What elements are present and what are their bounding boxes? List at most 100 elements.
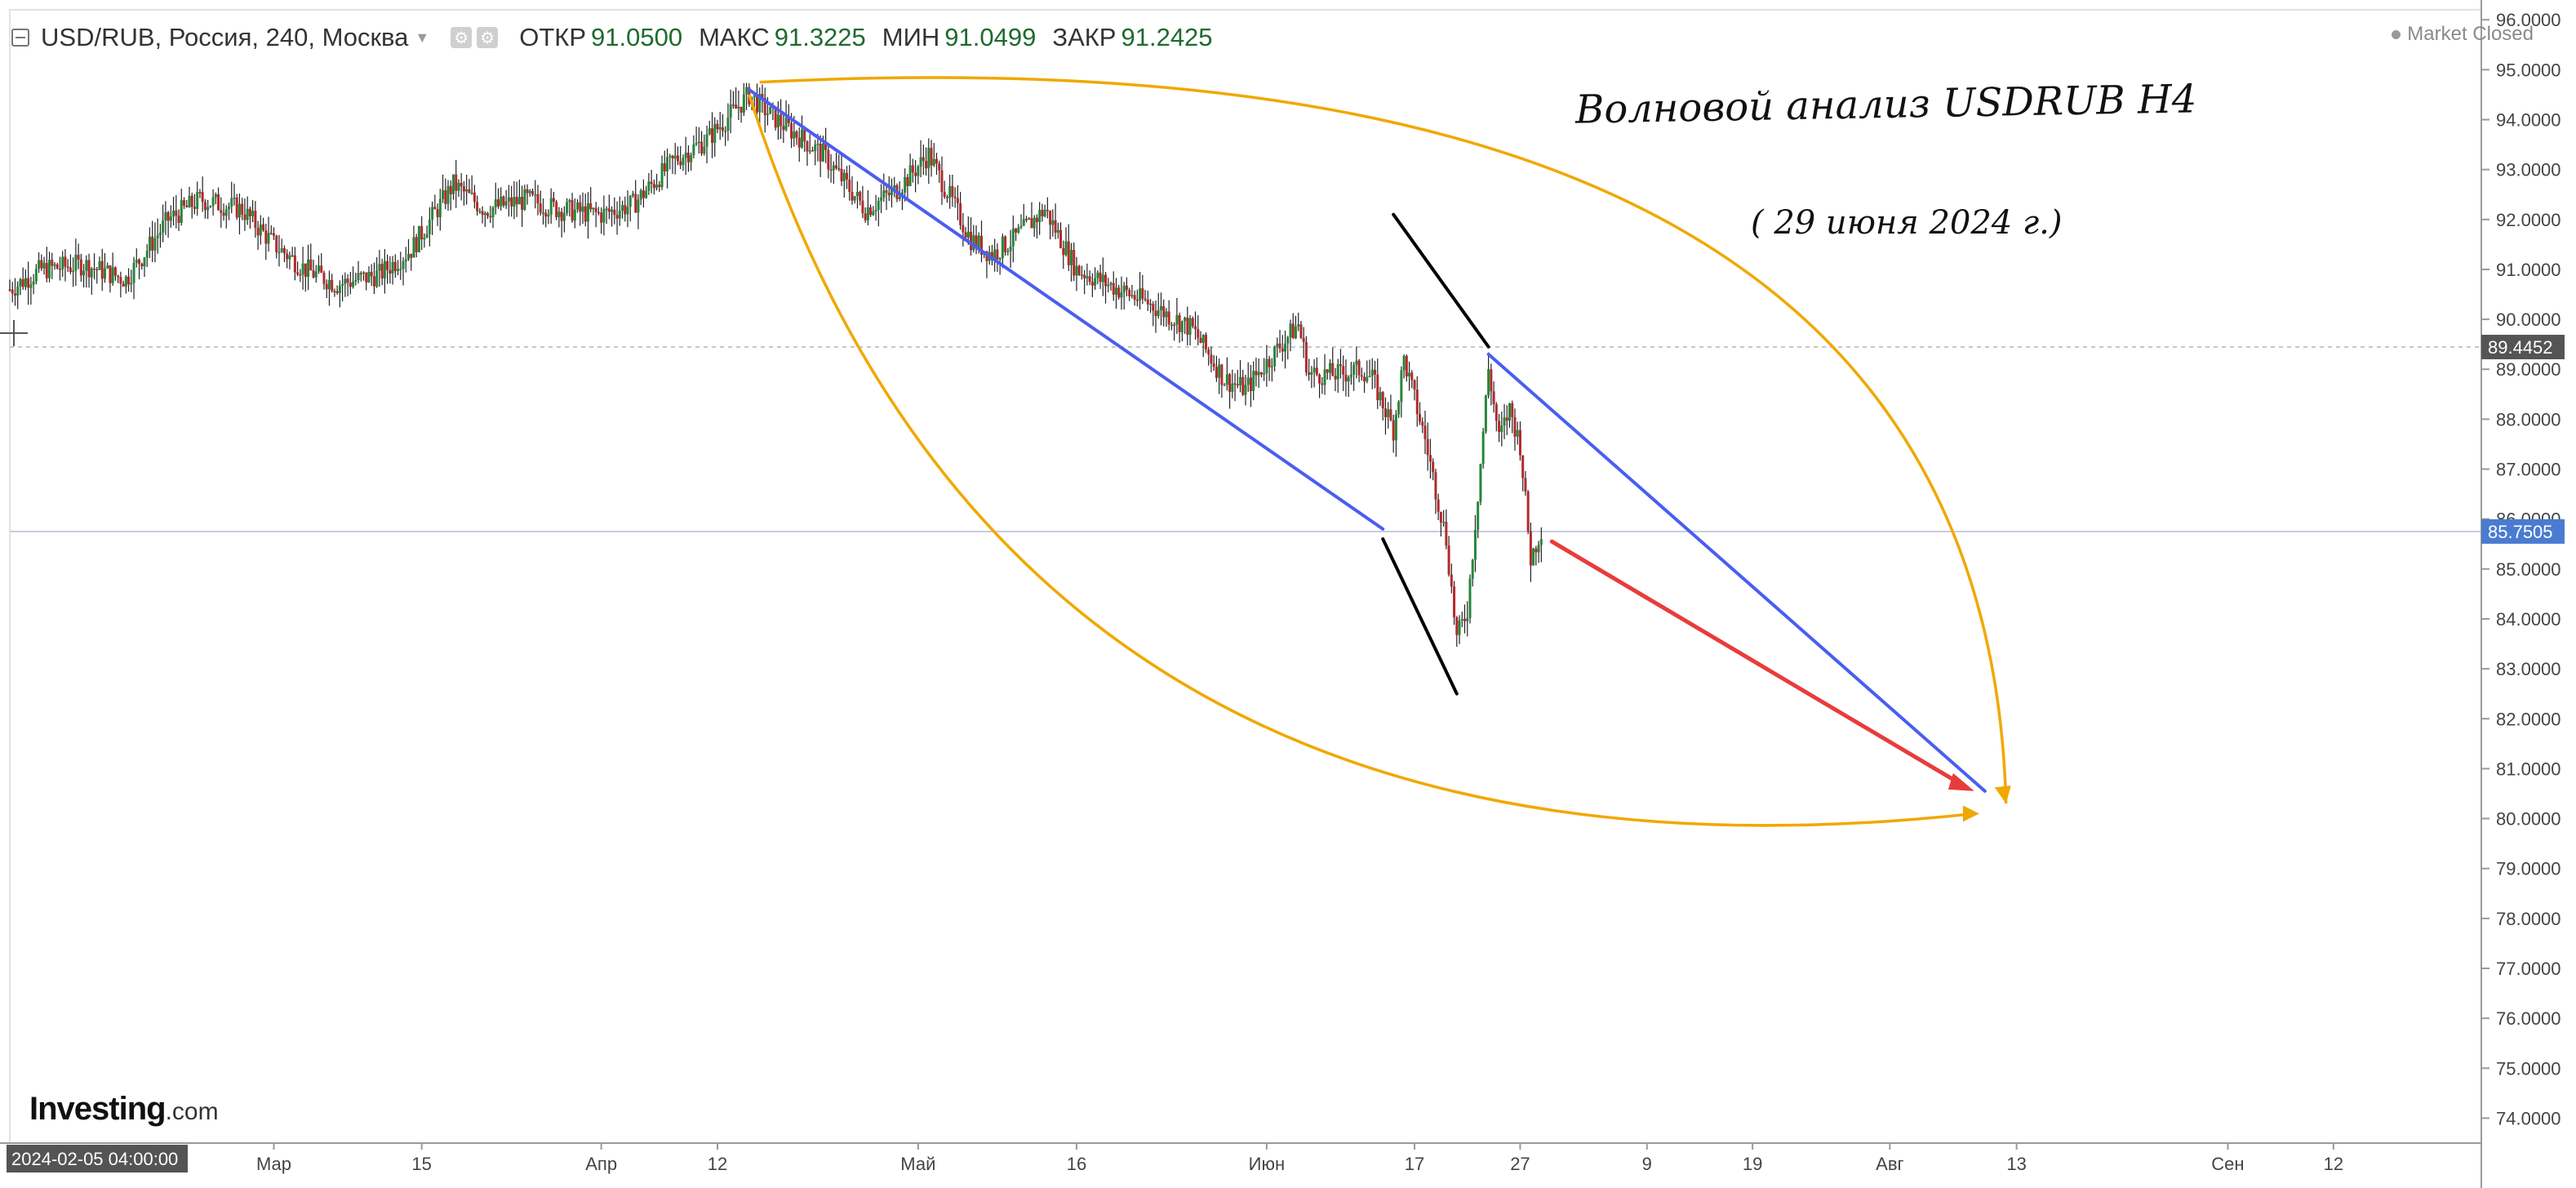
- candle-body: [56, 264, 59, 269]
- gear-icon[interactable]: ⚙: [451, 27, 473, 48]
- candle-body: [816, 143, 819, 145]
- candle-body: [301, 263, 304, 275]
- candle-body: [211, 197, 215, 207]
- candle-body: [130, 283, 133, 285]
- candle-body: [1043, 209, 1046, 216]
- candle-body: [1149, 303, 1153, 305]
- candle-body: [1001, 236, 1004, 259]
- symbol-label[interactable]: USD/RUB, Россия, 240, Москва: [41, 23, 409, 51]
- candle-body: [555, 202, 558, 217]
- candle-body: [1056, 229, 1059, 233]
- candle-body: [404, 259, 407, 262]
- candle-body: [1379, 392, 1382, 401]
- chevron-down-icon[interactable]: ▼: [415, 29, 430, 46]
- candle-body: [1167, 311, 1170, 325]
- candle-body: [243, 214, 246, 220]
- candle-body: [428, 219, 431, 234]
- candle-body: [318, 265, 320, 272]
- settings-icon[interactable]: ⚙: [477, 27, 499, 48]
- candle-body: [571, 200, 574, 221]
- candle-body: [1389, 409, 1392, 420]
- candle-body: [1308, 372, 1311, 375]
- candle-body: [100, 260, 104, 279]
- candle-body: [1394, 414, 1397, 441]
- candle-body: [423, 238, 426, 240]
- candle-body: [1173, 324, 1176, 326]
- candle-body: [1477, 501, 1480, 530]
- candle-body: [1450, 574, 1453, 587]
- candle-body: [1492, 391, 1495, 405]
- candle-body: [1101, 274, 1104, 283]
- candle-body: [549, 198, 553, 215]
- ohlc-low: МИН 91.0499: [882, 23, 1037, 51]
- candle-body: [367, 271, 371, 283]
- candle-body: [158, 232, 162, 236]
- candle-body: [908, 165, 912, 186]
- candle-body: [148, 236, 151, 251]
- candle-body: [331, 279, 334, 291]
- candle-body: [943, 192, 946, 198]
- candle-body: [1352, 364, 1356, 375]
- candle-body: [262, 224, 265, 231]
- plot-frame: [9, 9, 2482, 1144]
- candle-body: [1442, 522, 1446, 523]
- x-tick-label: Сен: [2211, 1154, 2244, 1174]
- candle-body: [196, 192, 199, 209]
- y-tick-label: 76.0000: [2496, 1008, 2561, 1029]
- candle-body: [1299, 324, 1303, 338]
- candle-body: [77, 255, 80, 260]
- candle-body: [1019, 225, 1023, 228]
- candle-body: [877, 200, 880, 211]
- candle-body: [1360, 375, 1363, 377]
- candle-body: [655, 185, 659, 189]
- candle-body: [1392, 420, 1395, 441]
- candle-body: [1128, 290, 1131, 296]
- candle-body: [1120, 292, 1123, 298]
- candle-body: [1228, 374, 1232, 393]
- candle-body: [406, 253, 410, 260]
- candle-body: [515, 197, 518, 205]
- market-status: Market Closed: [2392, 23, 2534, 46]
- candle-body: [1349, 374, 1352, 377]
- candle-body: [690, 155, 693, 162]
- candle-body: [1511, 403, 1514, 417]
- y-tick-label: 81.0000: [2496, 759, 2561, 779]
- y-tick-label: 90.0000: [2496, 309, 2561, 330]
- collapse-icon[interactable]: [11, 29, 29, 47]
- ohlc-high: МАКС 91.3225: [699, 23, 866, 51]
- candle-body: [821, 144, 824, 162]
- candle-body: [790, 122, 793, 139]
- candle-body: [1154, 310, 1157, 317]
- candle-body: [1096, 272, 1099, 278]
- candle-body: [663, 162, 666, 171]
- candle-body: [846, 172, 849, 180]
- candle-body: [325, 283, 328, 290]
- candle-body: [811, 150, 814, 152]
- candle-body: [357, 273, 360, 281]
- candle-body: [1490, 369, 1493, 392]
- candle-body: [111, 267, 114, 283]
- candle-body: [1513, 416, 1517, 437]
- candle-body: [354, 280, 358, 282]
- candle-body: [1215, 367, 1218, 378]
- candle-body: [1159, 305, 1162, 310]
- candle-body: [143, 257, 146, 267]
- candle-body: [893, 185, 896, 189]
- candle-body: [584, 206, 587, 222]
- candle-body: [180, 200, 183, 223]
- candle-body: [256, 227, 260, 236]
- candle-body: [478, 211, 482, 213]
- candle-body: [383, 260, 386, 278]
- candle-body: [172, 210, 175, 217]
- candle-body: [887, 193, 890, 196]
- candle-body: [1212, 363, 1215, 367]
- y-tick-label: 87.0000: [2496, 460, 2561, 480]
- candle-body: [1006, 251, 1010, 253]
- candle-body: [840, 169, 843, 181]
- candle-body: [175, 210, 178, 216]
- candle-body: [1400, 370, 1403, 403]
- candle-body: [1054, 220, 1057, 233]
- ohlc-open: ОТКР 91.0500: [519, 23, 683, 51]
- candle-body: [930, 148, 933, 166]
